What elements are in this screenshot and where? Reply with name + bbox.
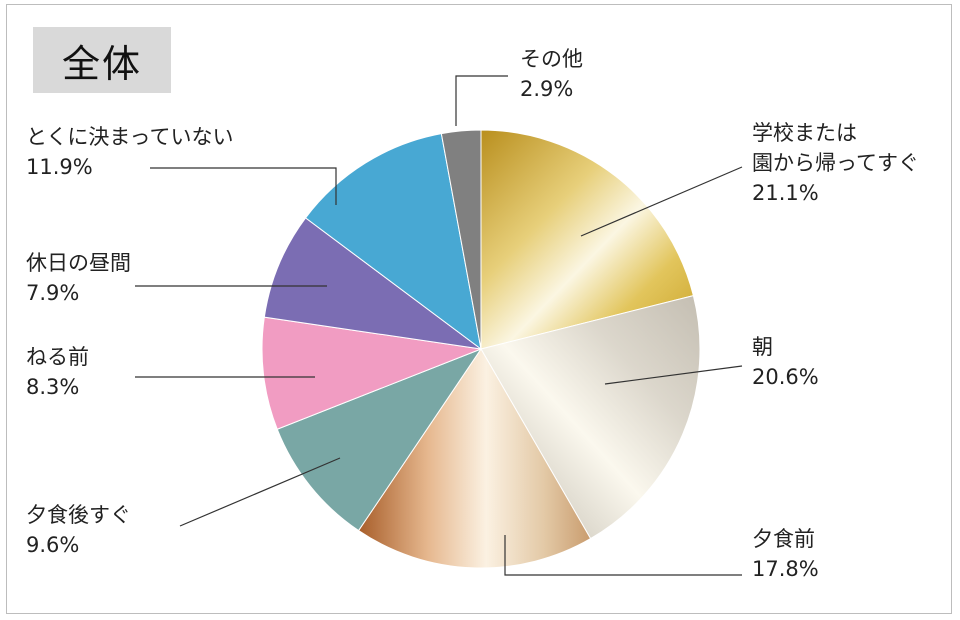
slice-category-label: 夕食後すぐ	[26, 503, 131, 527]
slice-category-label: ねる前	[26, 345, 89, 369]
leader-line	[580, 166, 743, 237]
slice-label: ねる前 8.3%	[26, 342, 89, 402]
slice-label: 学校または園から帰ってすぐ 21.1%	[752, 118, 919, 208]
slice-label: 朝 20.6%	[752, 332, 819, 392]
slice-label: 休日の昼間 7.9%	[26, 248, 131, 308]
slice-value-label: 7.9%	[26, 281, 80, 305]
pie-slice	[304, 133, 482, 351]
pie-slice	[276, 347, 483, 532]
leader-line	[604, 365, 743, 385]
pie-slice	[261, 316, 483, 430]
slice-category-label: 学校または	[752, 121, 857, 145]
slice-label: その他 2.9%	[520, 44, 583, 104]
slice-category-label: とくに決まっていない	[26, 125, 234, 149]
slice-value-label: 9.6%	[26, 533, 80, 557]
slice-category-label: その他	[520, 47, 583, 71]
pie-slice	[440, 129, 482, 350]
slice-category-label: 夕食前	[752, 527, 815, 551]
pie-slice	[357, 348, 592, 569]
leader-line	[455, 75, 508, 126]
slice-category-label: 休日の昼間	[26, 251, 131, 275]
slice-value-label: 17.8%	[752, 557, 819, 581]
slice-category-label: 園から帰ってすぐ	[752, 151, 919, 175]
leader-line	[504, 535, 742, 576]
slice-value-label: 21.1%	[752, 181, 819, 205]
leader-line	[179, 457, 341, 527]
pie-slice	[480, 294, 701, 540]
pie-slice	[480, 129, 694, 350]
pie-slice	[263, 217, 482, 350]
chart-title: 全体	[33, 27, 171, 93]
slice-value-label: 11.9%	[26, 155, 93, 179]
slice-label: 夕食後すぐ 9.6%	[26, 500, 131, 560]
slice-value-label: 2.9%	[520, 77, 574, 101]
slice-value-label: 8.3%	[26, 375, 80, 399]
leader-line	[150, 167, 337, 205]
slice-label: とくに決まっていない 11.9%	[26, 122, 233, 182]
slice-label: 夕食前 17.8%	[752, 524, 819, 584]
slice-value-label: 20.6%	[752, 365, 819, 389]
slice-category-label: 朝	[752, 335, 773, 359]
